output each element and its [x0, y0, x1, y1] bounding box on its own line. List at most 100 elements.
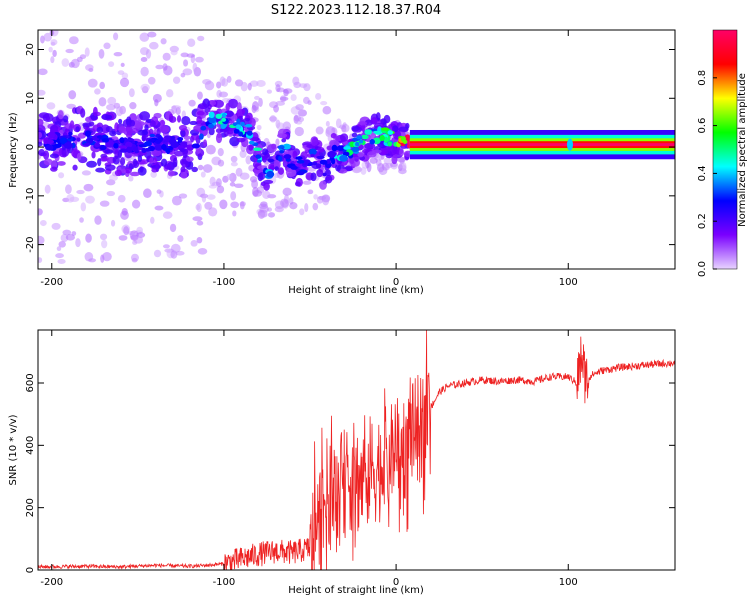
spectrogram-noise-blob — [120, 62, 125, 68]
spectrogram-noise-blob — [202, 164, 213, 173]
spectrogram-peak — [358, 139, 364, 144]
spectrogram-blob — [223, 110, 234, 118]
spectrogram-noise-blob — [216, 185, 225, 194]
spectrogram-peak — [221, 117, 227, 122]
colorbar-tick-label: 0.0 — [697, 261, 708, 277]
spectrogram-blob — [72, 164, 78, 171]
spectrogram-peak — [246, 130, 253, 136]
snr-x-tick-label: 0 — [393, 577, 399, 588]
spectrogram-noise-blob — [195, 204, 201, 211]
spectrogram-blob — [104, 164, 116, 171]
spectrogram-blob — [178, 124, 188, 131]
spectrogram-noise-blob — [299, 208, 305, 216]
spectrogram-peak — [244, 123, 253, 128]
spectrogram-blob — [566, 138, 573, 151]
spectrogram-peak — [147, 139, 156, 143]
spectrogram-noise-blob — [130, 253, 139, 262]
spectrogram-peak — [220, 123, 227, 128]
spectrogram-blob — [329, 140, 340, 148]
spectrogram-peak — [387, 141, 393, 147]
spectrogram-peak — [235, 124, 242, 130]
spectrogram-blob — [62, 115, 69, 123]
spectrogram-noise-blob — [80, 202, 87, 212]
spectrogram-noise-blob — [65, 184, 72, 195]
spectrogram-noise-blob — [302, 180, 312, 185]
spectrogram-blob — [179, 158, 185, 166]
spectrogram-noise-blob — [133, 236, 144, 244]
spectrogram-noise-blob — [366, 162, 372, 173]
spectrogram-y-label: Frequency (Hz) — [8, 112, 19, 188]
spectrogram-blob — [50, 166, 58, 172]
spectrogram-noise-blob — [226, 75, 232, 83]
spectrogram-noise-blob — [398, 163, 403, 172]
spectrogram-noise-blob — [94, 88, 101, 95]
spectrogram-blob — [310, 172, 317, 182]
spectrogram-y-tick-label: 20 — [25, 43, 36, 56]
spectrogram-noise-blob — [256, 124, 262, 131]
spectrogram-blob — [227, 130, 234, 135]
figure-title: S122.2023.112.18.37.R04 — [271, 3, 441, 18]
spectrogram-noise-blob — [56, 246, 62, 252]
spectrogram-blob — [191, 166, 198, 173]
spectrogram-noise-blob — [98, 49, 105, 59]
snr-ticks: -200 -100 0 100 0 200 400 600 — [25, 330, 675, 588]
snr-series-line — [38, 330, 675, 570]
spectrogram-noise-blob — [139, 32, 150, 42]
spectrogram-peak — [361, 134, 369, 140]
spectrogram-peak — [170, 136, 176, 140]
spectrogram-peak — [277, 155, 283, 162]
spectrogram-peak — [373, 130, 382, 134]
spectrogram-blob — [180, 171, 188, 179]
spectrogram-noise-blob — [55, 253, 64, 259]
spectrogram-noise-blob — [38, 235, 45, 245]
spectrogram-blob — [392, 125, 399, 133]
spectrogram-blob — [118, 126, 127, 134]
spectrogram-peak — [369, 139, 376, 145]
spectrogram-peak — [179, 147, 186, 153]
spectrogram-blob — [104, 149, 114, 154]
spectrogram-carrier-band — [409, 143, 675, 147]
spectrogram-noise-blob — [229, 182, 236, 187]
spectrogram-noise-blob — [140, 56, 148, 62]
spectrogram-noise-blob — [217, 148, 224, 157]
spectrogram-blob — [196, 110, 205, 116]
spectrogram-noise-blob — [369, 157, 378, 164]
spectrogram-peak — [191, 143, 201, 149]
spectrogram-blob — [85, 116, 92, 123]
spectrogram-blob — [38, 148, 45, 157]
spectrogram-blob — [75, 126, 80, 133]
spectrogram-noise-blob — [118, 235, 128, 241]
spectrogram-blob — [236, 137, 246, 143]
spectrogram-noise-blob — [61, 58, 70, 67]
spectrogram-blob — [237, 109, 243, 118]
spectrogram-y-tick-label: -20 — [25, 236, 36, 252]
spectrogram-noise-blob — [44, 184, 51, 194]
spectrogram-noise-blob — [197, 91, 203, 100]
spectrogram-noise-blob — [197, 248, 208, 255]
spectrogram-blob — [387, 145, 398, 156]
spectrogram-noise-blob — [282, 187, 292, 196]
spectrogram-noise-blob — [186, 53, 196, 58]
spectrogram-peak — [379, 134, 385, 142]
spectrogram-noise-blob — [208, 207, 218, 217]
spectrogram-noise-blob — [99, 81, 105, 90]
spectrogram-blob — [223, 128, 229, 137]
spectrogram-noise-blob — [143, 188, 152, 198]
spectrogram-noise-blob — [294, 126, 304, 137]
spectrogram-peak — [255, 154, 262, 159]
snr-x-label: Height of straight line (km) — [288, 585, 424, 596]
spectrogram-blob — [137, 129, 149, 136]
spectrogram-blob — [95, 167, 106, 173]
spectrogram-peak — [267, 158, 275, 163]
spectrogram-blob — [92, 106, 98, 117]
spectrogram-noise-blob — [312, 202, 319, 211]
spectrogram-noise-blob — [245, 155, 252, 165]
spectrogram-x-tick-label: 100 — [559, 277, 578, 288]
spectrogram-noise-blob — [180, 52, 189, 58]
spectrogram-blob — [357, 151, 365, 158]
spectrogram-noise-blob — [247, 82, 252, 91]
spectrogram-noise-blob — [190, 240, 198, 247]
spectrogram-peak — [256, 159, 262, 163]
spectrogram-blob — [118, 118, 123, 124]
